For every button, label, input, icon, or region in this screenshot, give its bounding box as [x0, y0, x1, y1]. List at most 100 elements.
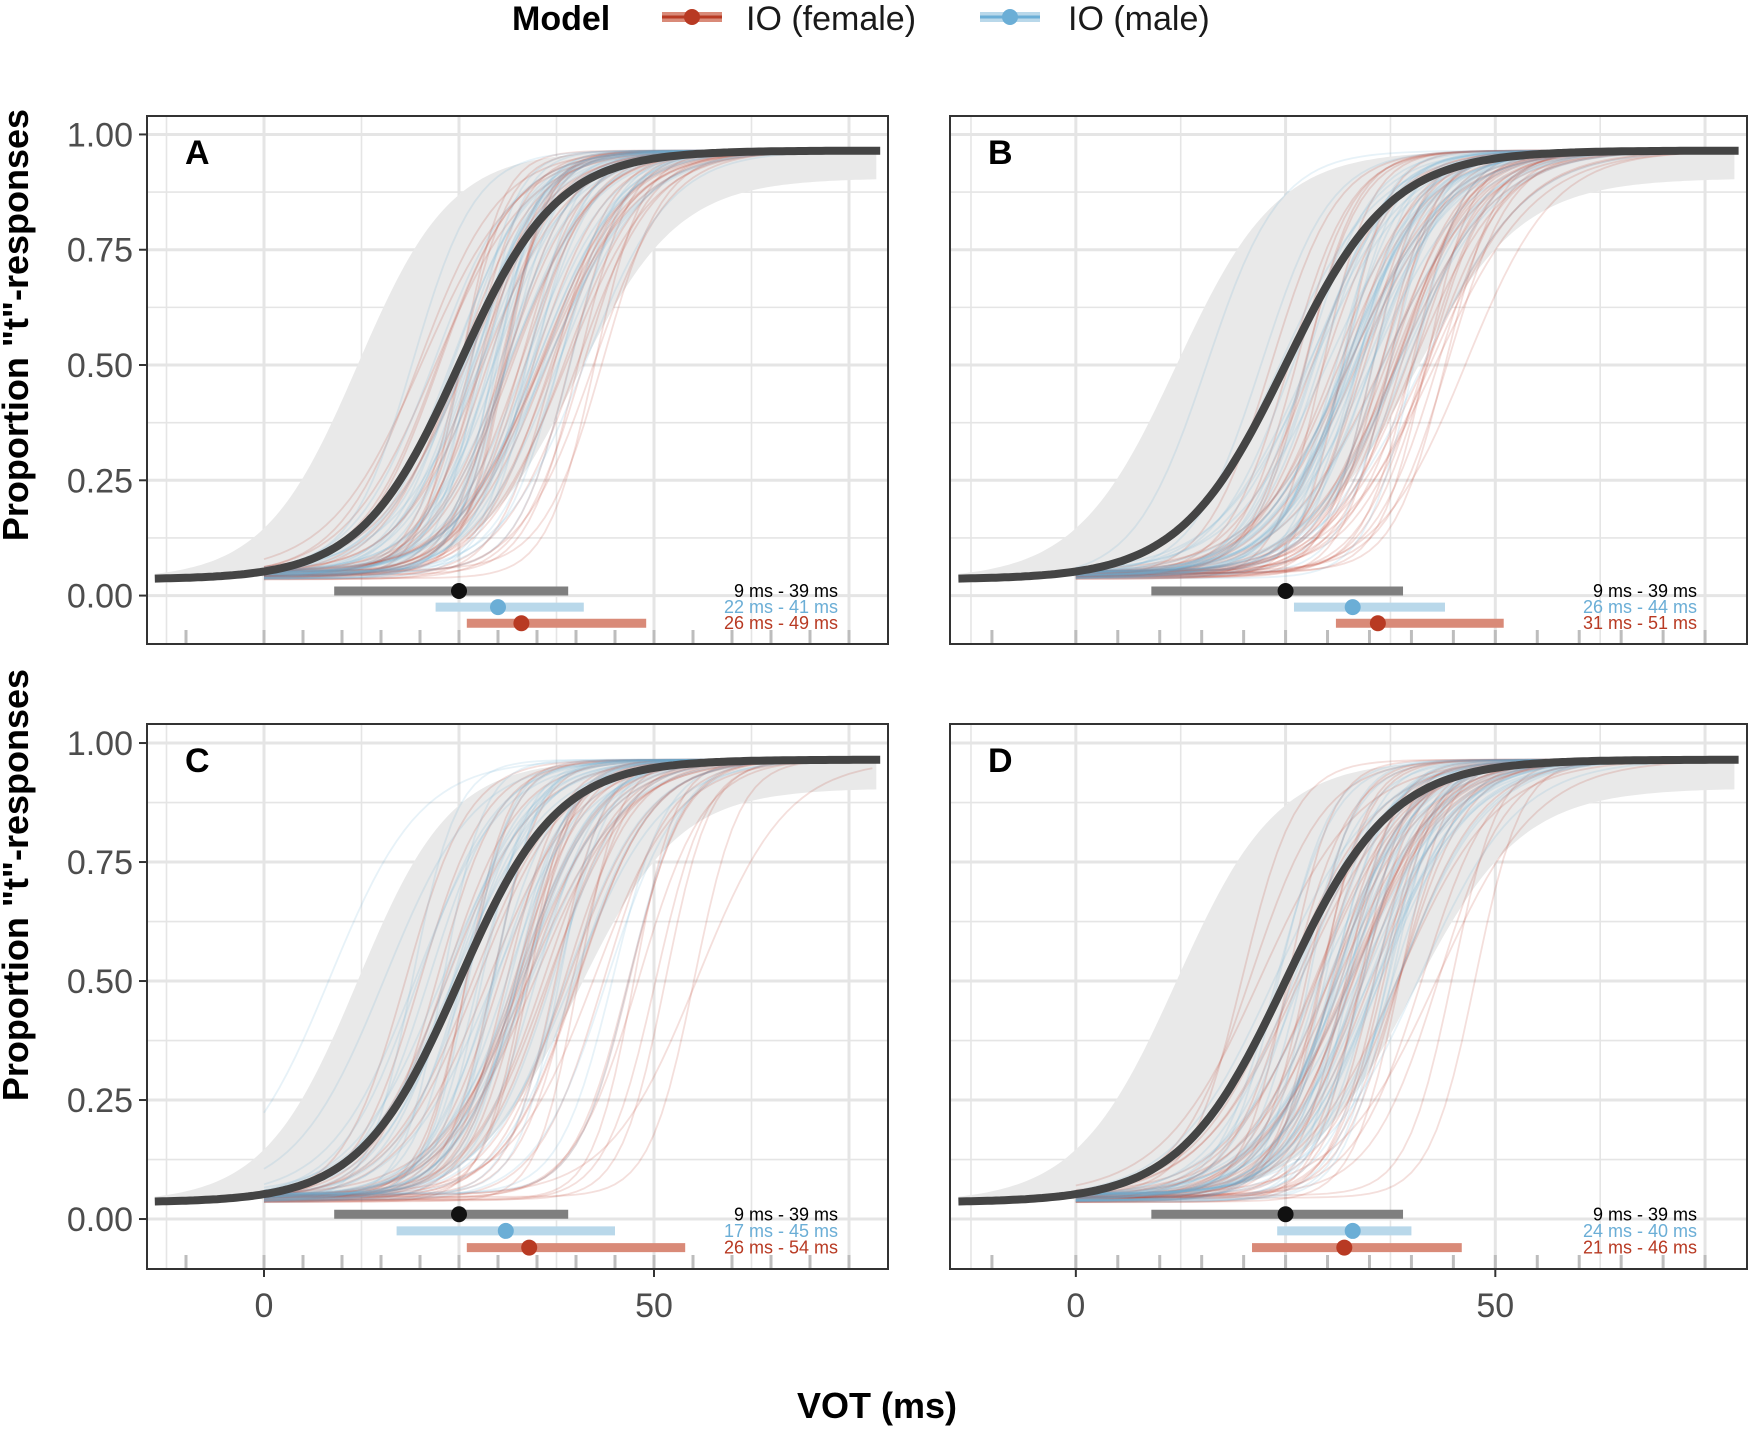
vot-rug [990, 630, 1707, 644]
io-sample-curve [264, 767, 873, 1197]
interval-human: 9 ms - 39 ms [1151, 1204, 1697, 1224]
interval-point [1336, 1239, 1353, 1256]
io-sample-curve [1075, 150, 1731, 580]
interval-point [451, 1206, 467, 1223]
interval-label: 21 ms - 46 ms [1583, 1238, 1697, 1258]
human-mean-curve [958, 146, 1739, 583]
x-axis-ticks: 0 50 [1066, 1269, 1514, 1325]
interval-label: 24 ms - 40 ms [1583, 1221, 1697, 1241]
legend-key-male-point [1002, 9, 1018, 25]
legend-key-female-point [684, 9, 700, 25]
panel-plot-area [154, 755, 881, 1269]
human-credible-band [958, 150, 1735, 579]
panel-label: A [185, 134, 210, 172]
interval-male: 17 ms - 45 ms [396, 1221, 838, 1241]
y-tick-label: 1.00 [67, 116, 133, 154]
y-tick-label: 0.25 [67, 1082, 133, 1120]
human-mean-curve [154, 146, 881, 583]
io-sample-curve [1075, 150, 1731, 574]
y-tick-label: 0.50 [67, 347, 133, 385]
legend-key-female [662, 9, 722, 25]
panel-plot-area [958, 146, 1739, 644]
panel-label: C [185, 742, 210, 780]
legend-title: Model [512, 0, 610, 38]
io-sample-curve [1075, 150, 1731, 579]
human-mean-curve [154, 755, 881, 1206]
interval-point [521, 1239, 538, 1256]
interval-label: 9 ms - 39 ms [734, 581, 838, 601]
interval-label: 9 ms - 39 ms [734, 1204, 838, 1224]
y-axis-ticks: 0.00 0.25 0.50 0.75 1.00 [67, 116, 147, 616]
human-credible-band [958, 759, 1735, 1202]
human-credible-band [154, 150, 877, 579]
legend-key-male [980, 9, 1040, 25]
io-sample-curve [1075, 760, 1731, 1196]
vot-rug [184, 1255, 851, 1269]
interval-point [451, 582, 467, 599]
interval-label: 31 ms - 51 ms [1583, 613, 1697, 633]
y-tick-label: 0.75 [67, 844, 133, 882]
interval-label: 9 ms - 39 ms [1593, 1204, 1697, 1224]
y-tick-label: 0.50 [67, 963, 133, 1001]
io-sample-curve [264, 759, 873, 1201]
y-tick-label: 0.25 [67, 462, 133, 500]
interval-point [490, 599, 506, 616]
y-axis-label-top: Proportion "t"-responses [0, 109, 36, 541]
io-sample-curve [1075, 150, 1731, 578]
x-tick-label: 50 [1476, 1287, 1514, 1325]
vot-rug [184, 630, 851, 644]
human-credible-band [154, 759, 877, 1202]
interval-point [1369, 615, 1386, 632]
x-axis-ticks: 0 50 [255, 1269, 673, 1325]
interval-label: 9 ms - 39 ms [1593, 581, 1697, 601]
panel-border [949, 723, 1748, 1270]
y-tick-label: 0.00 [67, 578, 133, 616]
io-sample-curve [264, 150, 873, 575]
interval-female: 26 ms - 54 ms [466, 1238, 838, 1258]
panel-plot-area [154, 146, 881, 644]
y-axis-label-bottom: Proportion "t"-responses [0, 669, 36, 1101]
interval-label: 22 ms - 41 ms [724, 597, 838, 617]
interval-point [1277, 582, 1294, 599]
interval-human: 9 ms - 39 ms [1151, 581, 1697, 601]
interval-point [513, 615, 530, 632]
interval-human: 9 ms - 39 ms [334, 581, 838, 601]
interval-male: 24 ms - 40 ms [1277, 1221, 1697, 1241]
panel-border [146, 115, 889, 645]
x-tick-label: 0 [255, 1287, 274, 1325]
interval-female: 26 ms - 49 ms [466, 613, 838, 633]
y-tick-label: 0.00 [67, 1201, 133, 1239]
y-tick-label: 0.75 [67, 232, 133, 270]
panel-plot-area [958, 755, 1739, 1269]
io-sample-curve [1075, 759, 1731, 1195]
x-tick-label: 0 [1066, 1287, 1085, 1325]
legend: Model IO (female) IO (male) [512, 0, 1210, 38]
human-mean-curve [958, 755, 1739, 1206]
interval-label: 26 ms - 49 ms [724, 613, 838, 633]
y-axis-ticks: 0.00 0.25 0.50 0.75 1.00 [67, 725, 147, 1239]
interval-label: 17 ms - 45 ms [724, 1221, 838, 1241]
io-sample-curve [264, 759, 873, 1194]
vot-rug [990, 1255, 1707, 1269]
interval-point [1277, 1206, 1294, 1223]
panel-label: B [988, 134, 1013, 172]
interval-label: 26 ms - 44 ms [1583, 597, 1697, 617]
io-sample-curve [263, 759, 873, 1200]
interval-point [1344, 599, 1361, 616]
legend-label-female: IO (female) [746, 0, 916, 38]
legend-label-male: IO (male) [1068, 0, 1210, 38]
panel-border [146, 723, 889, 1270]
interval-male: 26 ms - 44 ms [1293, 597, 1697, 617]
interval-human: 9 ms - 39 ms [334, 1204, 838, 1224]
interval-female: 31 ms - 51 ms [1335, 613, 1697, 633]
interval-point [1344, 1222, 1361, 1239]
x-tick-label: 50 [635, 1287, 673, 1325]
io-sample-curve [264, 759, 873, 1198]
x-axis-label: VOT (ms) [797, 1385, 957, 1426]
panel-border [949, 115, 1748, 645]
